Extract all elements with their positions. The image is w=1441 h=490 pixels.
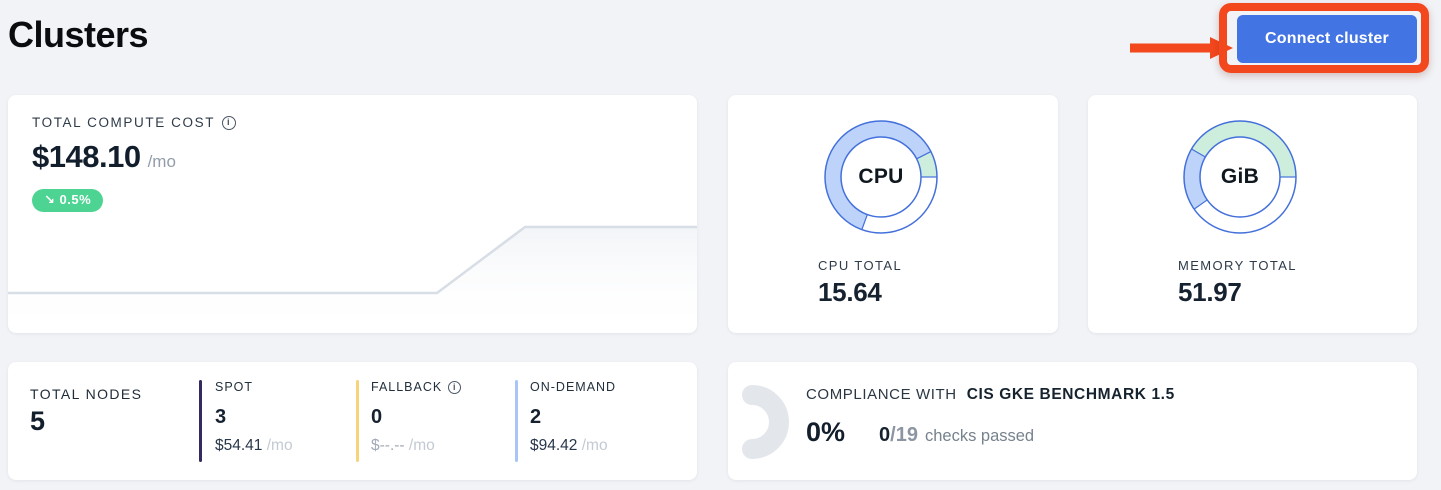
on-demand-color-bar (515, 380, 518, 462)
trend-down-arrow-icon: ↘ (44, 192, 56, 207)
cpu-total-value: 15.64 (818, 277, 882, 307)
compliance-suffix: checks passed (924, 427, 1035, 445)
memory-total-label: MEMORY TOTAL (1178, 258, 1297, 273)
spot-color-bar (199, 380, 202, 462)
cpu-total-card: CPU CPU TOTAL 15.64 (728, 95, 1058, 333)
on-demand-column: ON-DEMAND 2 $94.42 /mo (530, 380, 616, 455)
spot-label: SPOT (215, 380, 254, 394)
compliance-prefix: COMPLIANCE WITH (806, 386, 957, 403)
spot-count: 3 (215, 406, 227, 428)
info-icon[interactable]: i (222, 115, 237, 130)
memory-donut-chart: GiB (1180, 117, 1300, 237)
annotation-highlight-box (1219, 3, 1429, 73)
fallback-price: $--.-- /mo (371, 437, 435, 454)
cost-unit: /mo (147, 152, 176, 171)
total-nodes-label: TOTAL NODES (30, 386, 143, 402)
cpu-donut-chart: CPU (821, 117, 941, 237)
cpu-total-label: CPU TOTAL (818, 258, 903, 273)
compliance-total: /19 (890, 424, 918, 446)
on-demand-label: ON-DEMAND (530, 380, 617, 394)
memory-donut-center-label: GiB (1220, 165, 1260, 188)
fallback-column: FALLBACK i 0 $--.-- /mo (371, 380, 462, 455)
on-demand-count: 2 (530, 406, 542, 428)
cost-trend-badge: ↘ 0.5% (32, 189, 104, 212)
info-icon[interactable]: i (448, 380, 462, 394)
page-title: Clusters (8, 14, 149, 55)
cpu-donut-center-label: CPU (858, 165, 904, 188)
compliance-card: COMPLIANCE WITH CIS GKE BENCHMARK 1.5 0%… (728, 362, 1417, 480)
memory-total-value: 51.97 (1178, 277, 1242, 307)
total-nodes-value: 5 (30, 406, 46, 436)
compliance-gauge-arc (742, 385, 789, 459)
total-compute-cost-value: $148.10 (32, 139, 141, 174)
compliance-benchmark: CIS GKE BENCHMARK 1.5 (966, 386, 1175, 403)
memory-total-card: GiB MEMORY TOTAL 51.97 (1088, 95, 1417, 333)
compliance-percent: 0% (806, 417, 846, 447)
spot-price: $54.41 /mo (215, 437, 293, 454)
total-compute-cost-label: TOTAL COMPUTE COST i (32, 115, 237, 130)
fallback-count: 0 (371, 406, 383, 428)
on-demand-price: $94.42 /mo (530, 437, 608, 454)
fallback-label: FALLBACK i (371, 380, 462, 394)
compliance-gauge-chart (742, 385, 789, 459)
cost-sparkline-chart (8, 213, 697, 333)
total-compute-cost-card: TOTAL COMPUTE COST i $148.10 /mo ↘ 0.5% (8, 95, 697, 333)
fallback-color-bar (356, 380, 359, 462)
spot-column: SPOT 3 $54.41 /mo (215, 380, 293, 455)
compliance-passed: 0 (879, 424, 891, 446)
connect-cluster-button[interactable]: Connect cluster (1237, 15, 1417, 63)
total-nodes-card: TOTAL NODES 5 SPOT 3 $54.41 /mo FALLBACK… (8, 362, 697, 480)
